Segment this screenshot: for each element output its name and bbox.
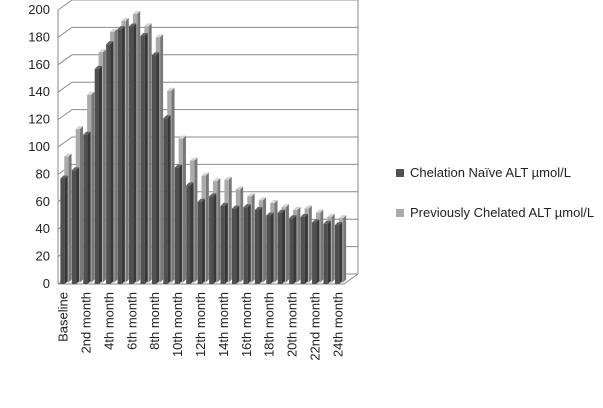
x-tick-label: 8th month — [147, 292, 162, 350]
gridline — [57, 109, 358, 121]
x-tick-label: 22nd month — [307, 292, 322, 361]
y-tick-label: 20 — [36, 249, 50, 264]
bar-chelation-naive — [277, 209, 286, 284]
bar-chelation-naive — [243, 204, 251, 284]
bar-chelation-naive — [117, 26, 125, 285]
y-tick-label: 80 — [36, 166, 50, 181]
bars — [60, 10, 347, 285]
bar-chelation-naive — [220, 202, 228, 284]
x-tick-label: 12th month — [193, 292, 208, 357]
x-tick-label: 10th month — [170, 292, 185, 357]
gridline — [57, 81, 358, 93]
bar-chelation-naive — [266, 212, 274, 284]
gridline — [57, 0, 358, 11]
legend-label-chelation-naive: Chelation Naïve ALT µmol/L — [410, 165, 571, 180]
x-tick-label: 18th month — [262, 292, 277, 357]
legend-swatch-chelation-naive — [396, 169, 404, 177]
gridline — [57, 26, 358, 38]
bar-chelation-naive — [334, 222, 343, 284]
bar-chelation-naive — [186, 182, 194, 284]
legend: Chelation Naïve ALT µmol/L Previously Ch… — [396, 164, 601, 222]
bar-chelation-naive — [300, 213, 308, 284]
bar-chelation-naive — [71, 167, 80, 284]
bar-chelation-naive — [197, 198, 205, 284]
y-tick-label: 120 — [28, 112, 50, 127]
y-tick-label: 200 — [28, 2, 50, 17]
gridline — [57, 163, 358, 175]
y-axis-tick-labels: 0 20 40 60 80 100 120 140 160 180 200 — [28, 2, 50, 291]
y-tick-label: 100 — [28, 139, 50, 154]
bar-chelation-naive — [323, 220, 331, 284]
y-tick-label: 40 — [36, 221, 50, 236]
legend-label-previously-chelated: Previously Chelated ALT µmol/L — [410, 205, 595, 220]
bar-chelation-naive — [129, 23, 137, 284]
bar-chelation-naive — [94, 65, 102, 284]
legend-item-chelation-naive: Chelation Naïve ALT µmol/L — [396, 164, 601, 182]
legend-item-previously-chelated: Previously Chelated ALT µmol/L — [396, 204, 601, 222]
bar-chelation-naive — [83, 131, 91, 284]
x-tick-label: 14th month — [216, 292, 231, 357]
gridline — [57, 136, 358, 148]
x-tick-label: 20th month — [285, 292, 300, 357]
y-tick-label: 60 — [36, 194, 50, 209]
gridline — [57, 54, 358, 66]
x-tick-label: 4th month — [101, 292, 116, 350]
bar-chelation-naive — [254, 207, 263, 284]
y-tick-label: 140 — [28, 84, 50, 99]
bar-chelation-naive — [151, 52, 160, 285]
x-tick-label: Baseline — [56, 292, 71, 342]
y-tick-label: 180 — [28, 29, 50, 44]
floor-depth-right — [343, 273, 359, 285]
bar-chelation-naive — [231, 205, 240, 284]
y-tick-label: 0 — [43, 276, 50, 291]
bar-chelation-naive — [163, 115, 171, 284]
x-tick-label: 6th month — [124, 292, 139, 350]
bar-chelation-naive — [209, 193, 217, 284]
x-tick-label: 2nd month — [79, 292, 94, 353]
bar-chelation-naive — [60, 175, 68, 284]
bar-chelation-naive — [106, 41, 114, 284]
gridlines — [57, 0, 358, 285]
x-tick-label: 16th month — [239, 292, 254, 357]
bar-chelation-naive — [312, 219, 320, 284]
x-tick-label: 24th month — [330, 292, 345, 357]
bar-chelation-naive — [174, 164, 183, 284]
legend-swatch-previously-chelated — [396, 209, 404, 217]
bar-chelation-naive — [140, 33, 148, 284]
y-tick-label: 160 — [28, 57, 50, 72]
bar-chelation-naive — [289, 215, 297, 284]
x-axis-tick-labels: Baseline 2nd month 4th month 6th month 8th m… — [56, 292, 346, 361]
